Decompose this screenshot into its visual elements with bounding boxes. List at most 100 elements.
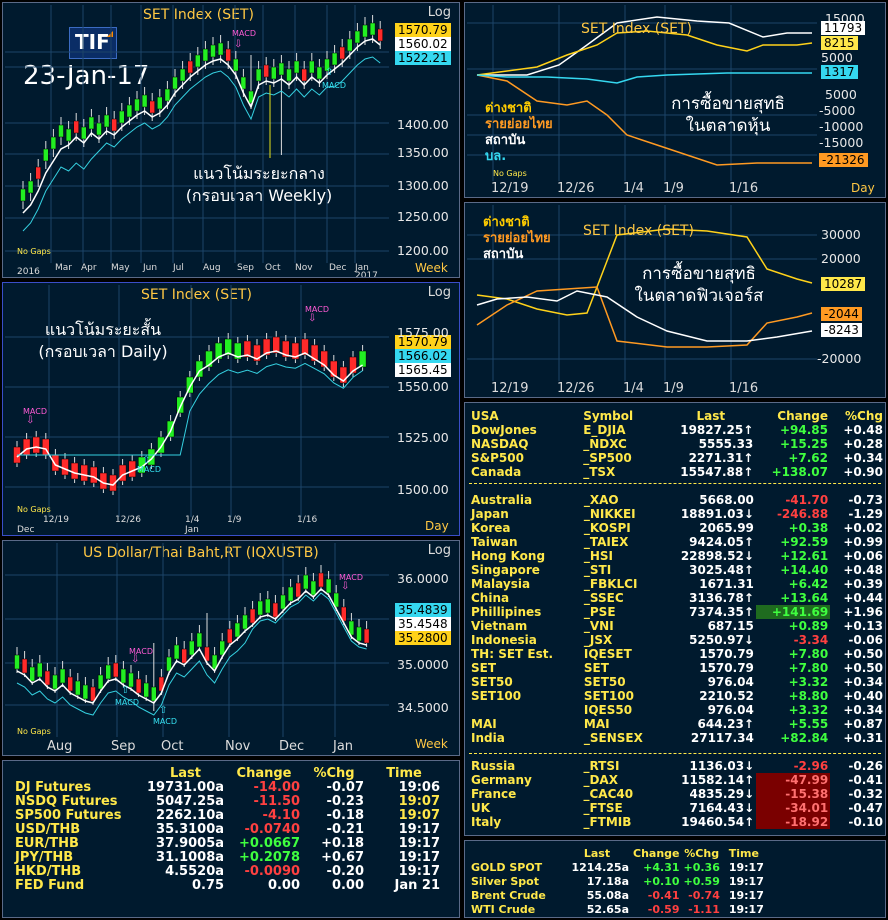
market-row[interactable]: Korea _KOSPI 2065.99 +0.38 +0.02 — [471, 521, 883, 535]
market-row[interactable]: Russia _RTSI 1136.03↓ -2.96 -0.26 — [471, 759, 883, 773]
series-line-retail — [476, 286, 813, 348]
quote-row[interactable]: DJ Futures 19731.00a -14.00 -0.07 19:06 — [15, 780, 441, 795]
commodity-row[interactable]: Brent Crude 55.08a -0.41 -0.74 19:17 — [471, 889, 764, 902]
candle — [356, 626, 362, 642]
column-header[interactable]: Symbol — [583, 409, 634, 423]
market-row[interactable]: Taiwan _TAIEX 9424.05↑ +92.59 +0.99 — [471, 535, 883, 549]
price-tag-ma-long: 1522.21 — [395, 51, 451, 65]
price-tag-ma-long: 35.4839 — [395, 603, 451, 617]
logo-corner-mark — [107, 31, 113, 37]
column-header[interactable]: Change — [236, 766, 292, 781]
candle — [88, 116, 95, 130]
candle — [303, 574, 309, 590]
candle — [249, 608, 256, 624]
commodities-table: Last Change %Chg Time GOLD SPOT 1214.25a +… — [469, 847, 766, 917]
candle — [59, 668, 66, 684]
column-header[interactable]: %Chg — [845, 409, 883, 423]
candle — [176, 396, 184, 414]
column-header[interactable]: Time — [728, 847, 759, 860]
quote-row[interactable]: EUR/THB 37.9005a +0.0667 +0.18 19:17 — [15, 836, 441, 851]
log-scale-label[interactable]: Log — [427, 543, 451, 558]
market-row[interactable]: SET50 SET50 976.04 +3.32 +0.34 — [471, 675, 883, 689]
column-header[interactable]: Time — [386, 766, 422, 781]
market-row[interactable]: Japan _NIKKEI 18891.03↓ -246.88 -1.29 — [471, 507, 883, 521]
commodity-row[interactable]: WTI Crude 52.65a -0.59 -1.11 19:17 — [471, 903, 764, 916]
commodity-row[interactable]: GOLD SPOT 1214.25a +4.31 +0.36 19:17 — [471, 861, 764, 874]
candle — [128, 672, 134, 688]
column-header[interactable]: Last — [696, 409, 726, 423]
column-header[interactable]: Change — [633, 847, 680, 860]
column-header[interactable]: %Chg — [313, 766, 355, 781]
market-row[interactable]: NASDAQ _NDXC 5555.33 +15.25 +0.28 — [471, 437, 883, 451]
candle — [35, 166, 41, 180]
candle — [37, 662, 43, 678]
market-row[interactable]: TH: SET Est. IQESET 1570.79 +7.80 +0.50 — [471, 647, 883, 661]
market-row[interactable]: DowJones E_DJIA 19827.25↑ +94.85 +0.48 — [471, 423, 883, 437]
price-tag-ma: 35.4548 — [395, 617, 451, 631]
market-row[interactable]: Vietnam _VNI 687.15 +0.89 +0.13 — [471, 619, 883, 633]
market-row[interactable]: IQES50 976.04 +3.32 +0.34 — [583, 703, 883, 717]
log-scale-label[interactable]: Log — [427, 5, 451, 20]
x-axis: 12/19 12/26 1/4 1/9 1/16 — [491, 381, 759, 396]
market-row[interactable]: S&P500 _SP500 2271.31↑ +7.62 +0.34 — [471, 451, 883, 465]
no-gaps-label: No Gaps — [17, 505, 51, 514]
market-row[interactable]: Australia _XAO 5668.00 -41.70 -0.73 — [471, 493, 883, 507]
column-header[interactable]: Change — [777, 409, 828, 423]
no-gaps-label: No Gaps — [493, 169, 527, 178]
market-row[interactable]: SET100 SET100 2210.52 +8.80 +0.40 — [471, 689, 883, 703]
y-tick: 35.0000 — [397, 657, 449, 672]
log-scale-label[interactable]: Log — [427, 285, 451, 300]
candle — [339, 46, 345, 60]
market-row[interactable]: UK _FTSE 7164.43↓ -34.01 -0.47 — [471, 801, 883, 815]
candle — [278, 62, 285, 76]
candle — [147, 448, 156, 466]
y-tick: -15000 — [819, 135, 864, 150]
candle — [320, 350, 328, 368]
commodity-row[interactable]: Silver Spot 17.18a +0.10 +0.59 19:17 — [471, 875, 764, 888]
market-row[interactable]: Singapore _STI 3025.48↑ +14.40 +0.48 — [471, 563, 883, 577]
candle — [240, 76, 247, 90]
quote-row[interactable]: JPY/THB 31.1008a +0.2078 +0.67 19:17 — [15, 850, 441, 865]
market-row[interactable]: Hong Kong _HSI 22898.52↓ +12.61 +0.06 — [471, 549, 883, 563]
candle — [354, 30, 361, 44]
candle — [181, 648, 187, 664]
macd-signal-label: MACD — [305, 305, 329, 314]
y-tick: -5000 — [819, 103, 856, 118]
candle — [32, 436, 40, 454]
candle — [272, 602, 279, 618]
candle — [149, 100, 155, 114]
market-row[interactable]: China _SSEC 3136.78↑ +13.64 +0.44 — [471, 591, 883, 605]
candle — [58, 124, 64, 138]
column-header[interactable]: %Chg — [684, 847, 720, 860]
market-row[interactable]: Phillipines _PSE 7374.35↑ +141.69 +1.96 — [471, 605, 883, 619]
candle — [347, 38, 353, 52]
quote-row[interactable]: HKD/THB 4.5520a -0.0090 -0.20 19:17 — [15, 864, 441, 879]
candle — [262, 338, 271, 356]
macd-up-arrow-icon: ⇧ — [325, 67, 334, 78]
usdthb-chart-panel: US Dollar/Thai Baht,RT (IQXUSTB) Log MAC… — [2, 540, 460, 756]
quote-row[interactable]: SP500 Futures 2262.10a -4.10 -0.18 19:07 — [15, 808, 441, 823]
y-tick: -10000 — [819, 119, 864, 134]
market-row[interactable]: Italy _FTMIB 19460.54↑ -18.92 -0.10 — [471, 815, 883, 829]
candle — [157, 436, 165, 454]
quote-row[interactable]: USD/THB 35.3100a -0.0740 -0.21 19:17 — [15, 822, 441, 837]
market-row[interactable]: India _SENSEX 27117.34 +82.84 +0.31 — [471, 731, 883, 745]
market-row[interactable]: Malaysia _FBKLCI 1671.31 +6.42 +0.39 — [471, 577, 883, 591]
market-row[interactable]: SET SET 1570.79 +7.80 +0.50 — [471, 661, 883, 675]
column-header[interactable]: Last — [583, 847, 611, 860]
market-row[interactable]: MAI MAI 644.23↑ +5.55 +0.87 — [471, 717, 883, 731]
equity-flows-plot — [467, 5, 817, 181]
market-row[interactable]: Indonesia _JSX 5250.97↓ -3.34 -0.06 — [471, 633, 883, 647]
flow-tag: 11793 — [821, 21, 866, 35]
candle — [164, 88, 171, 102]
column-header[interactable]: Last — [170, 766, 202, 781]
candle — [157, 96, 163, 110]
quote-row[interactable]: FED Fund 0.75 0.00 0.00 Jan 21 — [15, 878, 441, 893]
candle — [234, 622, 241, 638]
market-row[interactable]: France _CAC40 4835.29↓ -15.38 -0.32 — [471, 787, 883, 801]
macd-signal-label: MACD — [129, 647, 153, 656]
quote-row[interactable]: NSDQ Futures 5047.25a -11.50 -0.23 19:07 — [15, 794, 441, 809]
flow-tag: 8215 — [821, 36, 858, 50]
market-row[interactable]: Germany _DAX 11582.14↑ -47.99 -0.41 — [471, 773, 883, 787]
market-row[interactable]: Canada _TSX 15547.88↑ +138.07 +0.90 — [471, 465, 883, 479]
